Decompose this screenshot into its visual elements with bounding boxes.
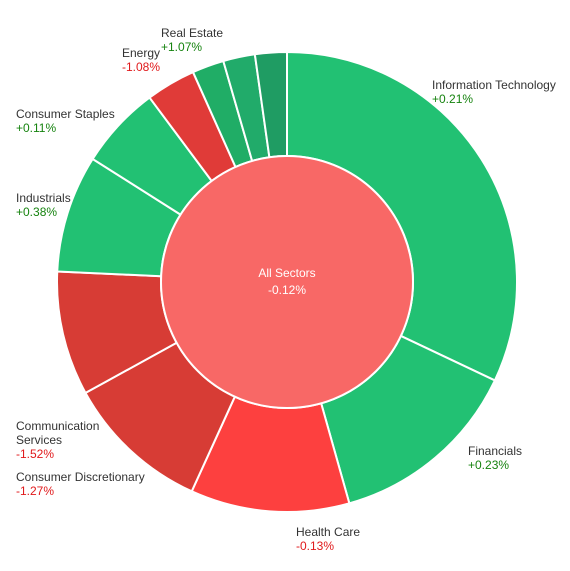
label-change: -0.13% [296,539,334,553]
center-sector-change: -0.12% [268,283,306,297]
label-change: -1.08% [122,60,160,74]
label-name: Real Estate [161,26,223,40]
label-name: Consumer Staples [16,107,115,121]
label-name: Health Care [296,525,360,539]
sector-labels: Information Technology+0.21%Financials+0… [16,26,556,553]
label-name: Financials [468,444,522,458]
label-name: Consumer Discretionary [16,470,145,484]
center-summary[interactable]: All Sectors -0.12% [160,155,414,409]
label-energy: Energy-1.08% [122,46,160,74]
label-name: Services [16,433,62,447]
label-change: +0.23% [468,458,509,472]
label-information-technology: Information Technology+0.21% [432,78,556,106]
label-change: +0.21% [432,92,473,106]
label-name: Energy [122,46,160,60]
label-industrials: Industrials+0.38% [16,191,71,219]
label-change: -1.52% [16,447,54,461]
label-consumer-staples: Consumer Staples+0.11% [16,107,115,135]
label-name: Information Technology [432,78,556,92]
label-change: +1.07% [161,40,202,54]
label-name: Industrials [16,191,71,205]
label-name: Communication [16,419,99,433]
label-health-care: Health Care-0.13% [296,525,360,553]
label-change: -1.27% [16,484,54,498]
center-sector-name: All Sectors [258,266,315,280]
donut-segments [56,50,518,513]
label-change: +0.11% [16,121,56,135]
center-circle[interactable] [160,155,414,409]
label-consumer-discretionary: Consumer Discretionary-1.27% [16,470,145,498]
label-financials: Financials+0.23% [468,444,522,472]
label-real-estate: Real Estate+1.07% [161,26,223,54]
label-change: +0.38% [16,205,57,219]
